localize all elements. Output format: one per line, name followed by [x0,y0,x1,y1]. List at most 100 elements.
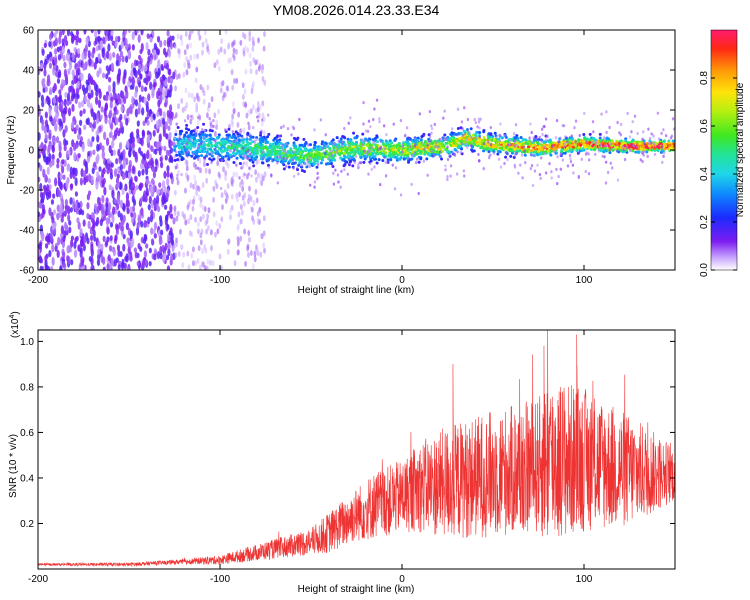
noise-cell [105,30,109,36]
noise-cell [161,180,166,189]
ridge-cell [321,147,324,151]
noise-cell [138,94,142,103]
noise-cell [108,202,112,211]
ridge-cell [330,139,334,143]
noise-cell [221,204,224,211]
noise-cell [196,257,200,264]
noise-cell [203,30,207,36]
ridge-cell [332,146,336,150]
noise-cell [221,80,225,87]
noise-cell [147,55,151,63]
noise-cell [193,174,197,181]
ridge-cell [412,154,416,158]
ridge-cell [598,144,601,148]
ridge-cell [591,120,595,124]
ridge-cell [250,174,253,178]
noise-cell [250,206,254,213]
ridge-cell [375,145,379,149]
ridge-cell [500,147,504,151]
noise-cell [229,57,233,64]
ridge-cell [364,139,367,143]
noise-cell [239,39,243,46]
ridge-cell [451,144,455,148]
noise-cell [220,38,224,45]
noise-cell [105,137,110,147]
noise-cell [109,100,113,109]
ridge-cell [237,138,241,142]
noise-cell [168,68,172,76]
ridge-cell [558,145,562,149]
noise-cell [95,84,99,93]
ridge-cell [353,160,357,164]
ridge-cell [646,154,649,158]
noise-cell [115,117,119,126]
noise-cell [79,228,83,237]
noise-cell [244,102,248,109]
noise-cell [66,92,71,102]
ridge-cell [619,133,623,137]
noise-cell [103,186,107,196]
ridge-cell [331,164,334,168]
ridge-cell [420,147,424,151]
noise-cell [44,174,48,183]
ridge-cell [482,167,485,171]
noise-cell [232,101,235,108]
ridge-cell [662,154,665,158]
ridge-cell [585,151,588,155]
noise-cell [67,68,71,75]
noise-cell [130,237,135,247]
noise-cell [111,215,115,224]
noise-cell [80,100,85,108]
ridge-cell [436,145,439,149]
ridge-cell [415,152,419,156]
ridge-cell [295,138,299,142]
noise-cell [65,52,70,62]
x-tick-label: -200 [28,275,48,286]
ridge-cell [242,161,246,165]
noise-cell [137,107,141,115]
noise-cell [138,54,142,61]
ridge-cell [410,157,414,161]
noise-cell [102,256,106,265]
noise-cell [117,68,122,78]
ridge-cell [621,145,624,149]
ridge-cell [523,153,527,157]
ridge-cell [237,149,241,153]
ridge-cell [282,156,285,160]
noise-cell [229,208,232,215]
ridge-cell [443,109,446,113]
noise-cell [85,36,89,45]
ridge-cell [362,160,366,164]
noise-cell [44,259,48,268]
ridge-cell [316,171,319,175]
ridge-cell [247,149,250,153]
ridge-cell [489,142,493,147]
noise-cell [57,236,61,246]
ridge-cell [343,151,347,155]
ridge-cell [428,142,432,146]
noise-cell [199,216,203,223]
noise-cell [150,145,154,153]
noise-cell [139,197,143,204]
noise-cell [143,96,147,105]
ridge-cell [335,145,338,150]
noise-cell [207,207,211,214]
noise-cell [48,106,52,116]
ridge-cell [602,136,606,140]
ridge-cell [368,155,372,159]
noise-cell [167,248,171,257]
noise-cell [127,245,131,255]
noise-cell [48,41,52,48]
noise-cell [148,260,152,267]
noise-cell [210,244,213,251]
ridge-cell [426,173,429,177]
noise-cell [208,168,211,175]
noise-cell [68,226,72,234]
noise-cell [156,48,160,56]
ridge-cell [482,149,486,153]
noise-cell [42,208,46,215]
noise-cell [254,59,258,66]
ridge-cell [212,118,215,123]
noise-cell [149,185,153,195]
ridge-cell [336,144,340,148]
